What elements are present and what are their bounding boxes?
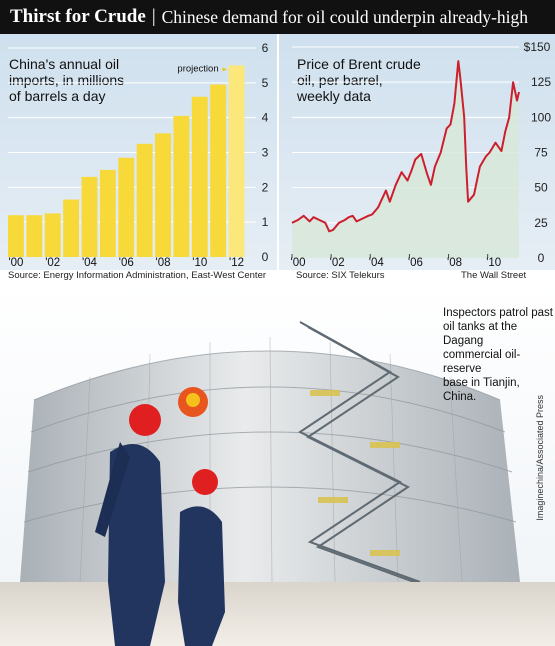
worker-figures	[95, 404, 225, 646]
x-tick-label: '10	[486, 257, 501, 269]
y-tick-label: $150	[524, 40, 551, 54]
oil-tank-photo	[0, 282, 555, 646]
bar	[63, 199, 80, 257]
brent-chart-title: Price of Brent crude oil, per barrel, we…	[297, 56, 421, 104]
y-tick-label: 3	[262, 146, 269, 160]
y-tick-label: 0	[262, 250, 269, 264]
projection-arrow: ▸	[223, 64, 227, 73]
bar	[99, 169, 116, 257]
imports-source: Source: Energy Information Administratio…	[8, 270, 267, 281]
x-tick-label: '08	[447, 257, 462, 269]
imports-chart-title: China's annual oil imports, in millions …	[9, 56, 125, 104]
y-tick-label: 2	[262, 180, 269, 194]
photo-credit: Imaginechina/Associated Press	[535, 395, 545, 521]
bar	[136, 143, 153, 257]
imports-bar-chart: 0 1 2 3 4 5 6 '00 '02 '04 '06 '08 '10 '12 projection ▸	[8, 41, 269, 269]
headline: Thirst for Crude	[10, 6, 146, 27]
x-tick-label: '04	[82, 257, 98, 269]
y-tick-label: 0	[538, 251, 545, 265]
x-tick-label: '06	[408, 257, 423, 269]
y-tick-label: 100	[531, 110, 551, 124]
bar	[81, 176, 98, 257]
photo-caption: Inspectors patrol past oil tanks at the …	[443, 307, 553, 403]
x-tick-label: '02	[45, 257, 60, 269]
bar	[155, 133, 171, 257]
price-area	[292, 61, 519, 258]
x-tick-label: '04	[369, 257, 385, 269]
bar	[210, 84, 227, 257]
bar	[173, 115, 190, 257]
y-tick-label: 125	[531, 75, 551, 89]
x-tick-label: '00	[8, 257, 23, 269]
projection-label: projection	[177, 63, 218, 74]
x-tick-label: '12	[229, 257, 244, 269]
x-tick-label: '02	[330, 257, 345, 269]
bar	[26, 215, 43, 257]
y-tick-label: 25	[534, 216, 548, 230]
y-tick-label: 4	[262, 111, 269, 125]
bar	[228, 65, 245, 258]
brent-source: Source: SIX Telekurs	[296, 270, 385, 281]
imports-chart-panel: China's annual oil imports, in millions …	[0, 34, 277, 270]
bar	[8, 215, 24, 257]
price-line	[291, 60, 520, 233]
panel-divider	[277, 34, 279, 270]
bar	[118, 157, 135, 257]
headline-subtitle: Chinese demand for oil could underpin al…	[161, 6, 529, 27]
brent-line-chart: 0 25 50 75 100 125 $150 '00 '02 '04 '06 '08 '10	[291, 40, 552, 269]
y-tick-label: 50	[534, 181, 548, 195]
y-tick-label: 6	[262, 41, 269, 55]
oil-tank-illustration	[0, 282, 555, 646]
bar	[191, 96, 208, 257]
headline-separator: |	[151, 6, 156, 27]
x-tick-label: '08	[156, 257, 171, 269]
y-tick-label: 5	[262, 76, 269, 90]
y-tick-label: 1	[262, 215, 269, 229]
x-tick-label: '06	[119, 257, 134, 269]
x-tick-label: '00	[291, 257, 306, 269]
x-tick-label: '10	[192, 257, 207, 269]
header-bar: Thirst for Crude | Chinese demand for oi…	[0, 0, 555, 34]
y-tick-label: 75	[534, 146, 548, 160]
brent-chart-panel: Price of Brent crude oil, per barrel, we…	[279, 34, 555, 270]
bar	[44, 213, 61, 257]
